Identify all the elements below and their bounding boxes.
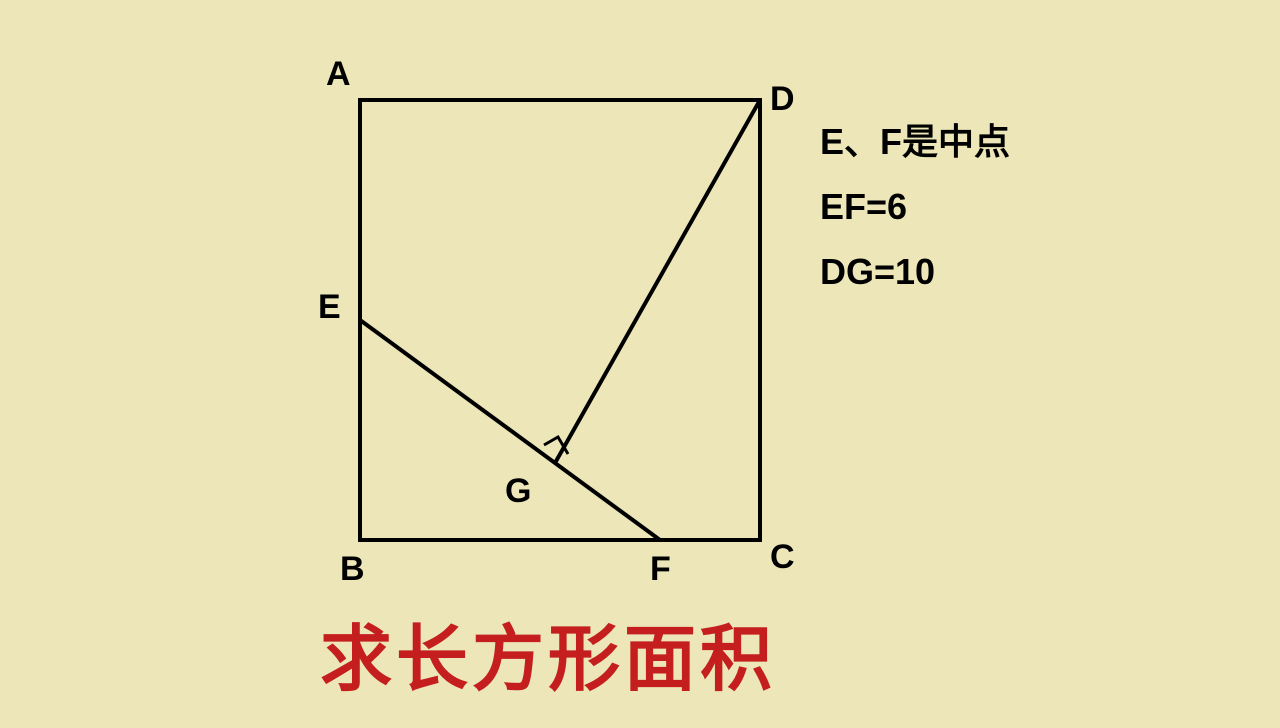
given-conditions: E、F是中点 EF=6 DG=10 [820,110,1010,304]
label-e: E [318,288,341,327]
label-g: G [505,472,531,511]
geometry-diagram: A D E B F C G [280,60,780,590]
rectangle-abcd [360,100,760,540]
label-b: B [340,550,365,589]
given-line-2: EF=6 [820,175,1010,240]
given-line-3: DG=10 [820,240,1010,305]
label-a: A [326,55,351,94]
right-angle-marker [544,437,568,454]
question-text: 求长方形面积 [320,600,776,705]
label-c: C [770,538,795,577]
line-dg [555,100,760,463]
given-line-1: E、F是中点 [820,110,1010,175]
label-d: D [770,80,795,119]
label-f: F [650,550,671,589]
